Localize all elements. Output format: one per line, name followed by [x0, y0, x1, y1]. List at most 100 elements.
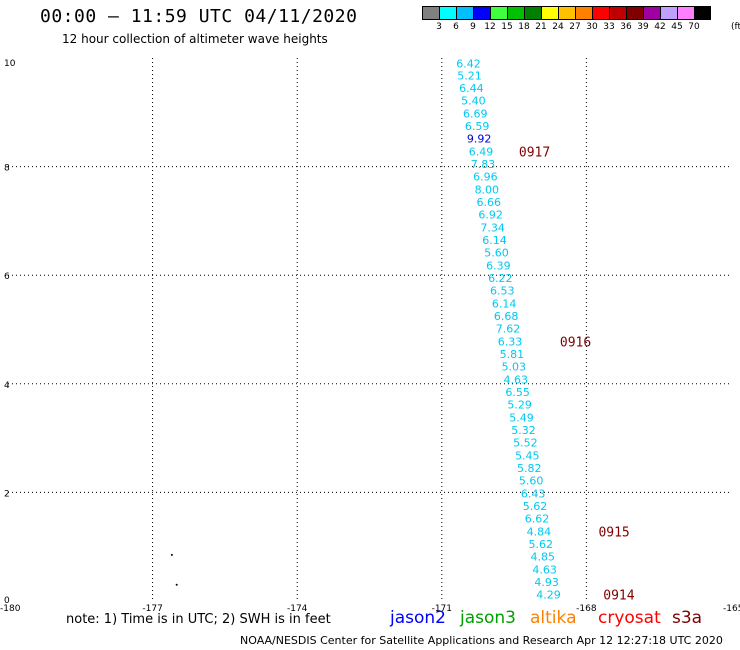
swh-value-label: 5.03 — [502, 360, 527, 373]
chart-title: 00:00 – 11:59 UTC 04/11/2020 — [40, 6, 358, 27]
data-dot — [170, 553, 173, 556]
y-tick-label: 2 — [4, 489, 10, 499]
color-swatch — [541, 6, 558, 20]
swh-value-label: 6.14 — [492, 297, 516, 310]
swh-value-label: 5.29 — [507, 398, 532, 411]
x-tick-label: -180 — [0, 604, 21, 614]
satellite-legend-cryosat: cryosat — [598, 608, 661, 628]
color-swatch — [677, 6, 694, 20]
color-scale-label: 9 — [470, 22, 476, 32]
time-label: 0914 — [603, 588, 634, 603]
color-swatch — [490, 6, 507, 20]
color-scale-label: 45 — [671, 22, 683, 32]
swh-value-label: 7.83 — [471, 158, 496, 171]
color-scale-label: 15 — [501, 22, 513, 32]
x-tick-label: -165 — [723, 604, 740, 614]
swh-value-label: 6.68 — [494, 310, 518, 323]
swh-value-label: 6.39 — [486, 259, 511, 272]
satellite-legend-jason3: jason3 — [460, 608, 516, 628]
x-tick-label: -168 — [576, 604, 597, 614]
swh-value-label: 6.42 — [456, 57, 481, 70]
swh-value-label: 6.43 — [521, 487, 546, 500]
x-tick-label: -171 — [432, 604, 452, 614]
color-swatch — [473, 6, 490, 20]
y-tick-label: 8 — [4, 164, 10, 174]
color-swatch — [524, 6, 541, 20]
swh-value-label: 6.44 — [459, 82, 484, 95]
x-tick-label: -177 — [142, 604, 162, 614]
color-scale-label: 21 — [535, 22, 547, 32]
color-swatch — [592, 6, 609, 20]
color-scale-unit: (ft) — [731, 22, 740, 32]
time-label: 0916 — [560, 335, 591, 350]
swh-value-label: 5.32 — [511, 424, 536, 437]
satellite-legend-jason2: jason2 — [390, 608, 446, 628]
swh-value-label: 6.59 — [465, 120, 490, 133]
color-scale-label: 33 — [603, 22, 615, 32]
color-swatch — [575, 6, 592, 20]
swh-value-label: 4.85 — [530, 550, 555, 563]
color-scale-label: 39 — [637, 22, 649, 32]
swh-value-label: 5.60 — [519, 474, 544, 487]
data-dot — [175, 583, 178, 586]
color-scale-legend — [422, 6, 711, 20]
color-swatch — [626, 6, 643, 20]
color-swatch — [439, 6, 456, 20]
color-swatch — [456, 6, 473, 20]
swh-value-label: 9.92 — [467, 132, 492, 145]
color-swatch — [609, 6, 626, 20]
swh-value-label: 6.66 — [477, 196, 502, 209]
time-label: 0915 — [598, 525, 629, 540]
swh-value-label: 4.93 — [534, 576, 559, 589]
swh-value-label: 6.62 — [525, 512, 550, 525]
swh-value-label: 6.33 — [498, 335, 523, 348]
color-swatch — [643, 6, 660, 20]
color-swatch — [660, 6, 677, 20]
color-scale-label: 18 — [518, 22, 530, 32]
x-tick-label: -174 — [287, 604, 308, 614]
swh-value-label: 6.96 — [473, 170, 498, 183]
y-tick-label: 4 — [4, 381, 10, 391]
swh-value-label: 4.29 — [536, 588, 561, 601]
swh-value-label: 5.21 — [457, 69, 482, 82]
swh-value-label: 6.22 — [488, 272, 513, 285]
swh-value-label: 4.63 — [503, 373, 527, 386]
color-scale-label: 30 — [586, 22, 598, 32]
color-scale-label: 36 — [620, 22, 632, 32]
time-label: 0917 — [519, 145, 550, 160]
swh-value-label: 7.34 — [480, 221, 505, 234]
swh-value-label: 5.62 — [529, 538, 554, 551]
satellite-legend-s3a: s3a — [672, 608, 703, 628]
swh-value-label: 5.40 — [461, 94, 486, 107]
swh-value-label: 5.81 — [500, 348, 525, 361]
y-tick-label: 10 — [4, 59, 16, 69]
swh-value-label: 6.14 — [482, 234, 507, 247]
y-tick-label: 0 — [4, 596, 10, 606]
footer-credit: NOAA/NESDIS Center for Satellite Applica… — [240, 634, 723, 647]
color-scale-label: 6 — [453, 22, 459, 32]
swh-value-label: 8.00 — [475, 183, 500, 196]
swh-value-label: 6.69 — [463, 107, 488, 120]
swh-value-label: 6.92 — [478, 208, 503, 221]
footer-note: note: 1) Time is in UTC; 2) SWH is in fe… — [66, 612, 331, 627]
color-swatch — [507, 6, 524, 20]
swh-value-label: 5.60 — [484, 246, 509, 259]
swh-value-label: 5.45 — [515, 449, 540, 462]
swh-value-label: 6.55 — [505, 386, 530, 399]
color-scale-label: 70 — [688, 22, 700, 32]
swh-value-label: 5.49 — [509, 411, 534, 424]
y-tick-label: 6 — [4, 272, 10, 282]
swh-value-label: 4.84 — [527, 525, 552, 538]
swh-value-label: 6.49 — [469, 145, 494, 158]
swh-value-label: 6.53 — [490, 284, 515, 297]
swh-value-label: 7.62 — [496, 322, 521, 335]
chart-subtitle: 12 hour collection of altimeter wave hei… — [62, 32, 328, 46]
color-scale-label: 27 — [569, 22, 581, 32]
swh-value-label: 5.52 — [513, 436, 538, 449]
color-scale-label: 3 — [436, 22, 442, 32]
swh-value-label: 4.63 — [532, 564, 557, 577]
color-scale-label: 24 — [552, 22, 564, 32]
swh-value-label: 5.62 — [523, 500, 548, 513]
color-swatch — [558, 6, 575, 20]
